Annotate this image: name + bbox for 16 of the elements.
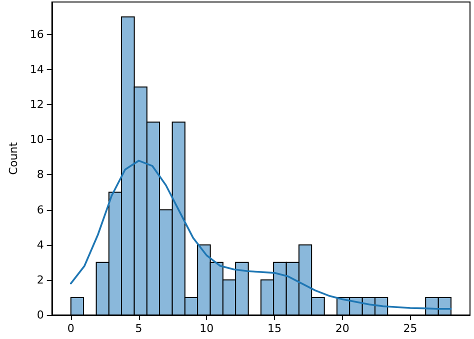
y-tick-label: 2 (36, 273, 44, 286)
y-tick-label: 6 (36, 203, 44, 216)
x-tick-label: 5 (135, 322, 142, 335)
x-tick-label: 25 (403, 322, 418, 335)
y-tick-label: 4 (36, 238, 44, 252)
y-tick-label: 12 (30, 98, 44, 112)
y-tick-label: 16 (30, 28, 44, 41)
y-tick-label: 14 (30, 63, 44, 76)
x-tick-label: 0 (67, 322, 74, 335)
x-tick-label: 15 (268, 322, 282, 335)
y-tick-label: 8 (36, 168, 44, 182)
x-tick-label: 10 (200, 322, 214, 335)
y-tick-label: 0 (36, 308, 44, 322)
y-tick-label: 10 (30, 133, 44, 146)
x-tick-label: 20 (335, 322, 350, 335)
y-axis-title: Count (7, 141, 20, 175)
